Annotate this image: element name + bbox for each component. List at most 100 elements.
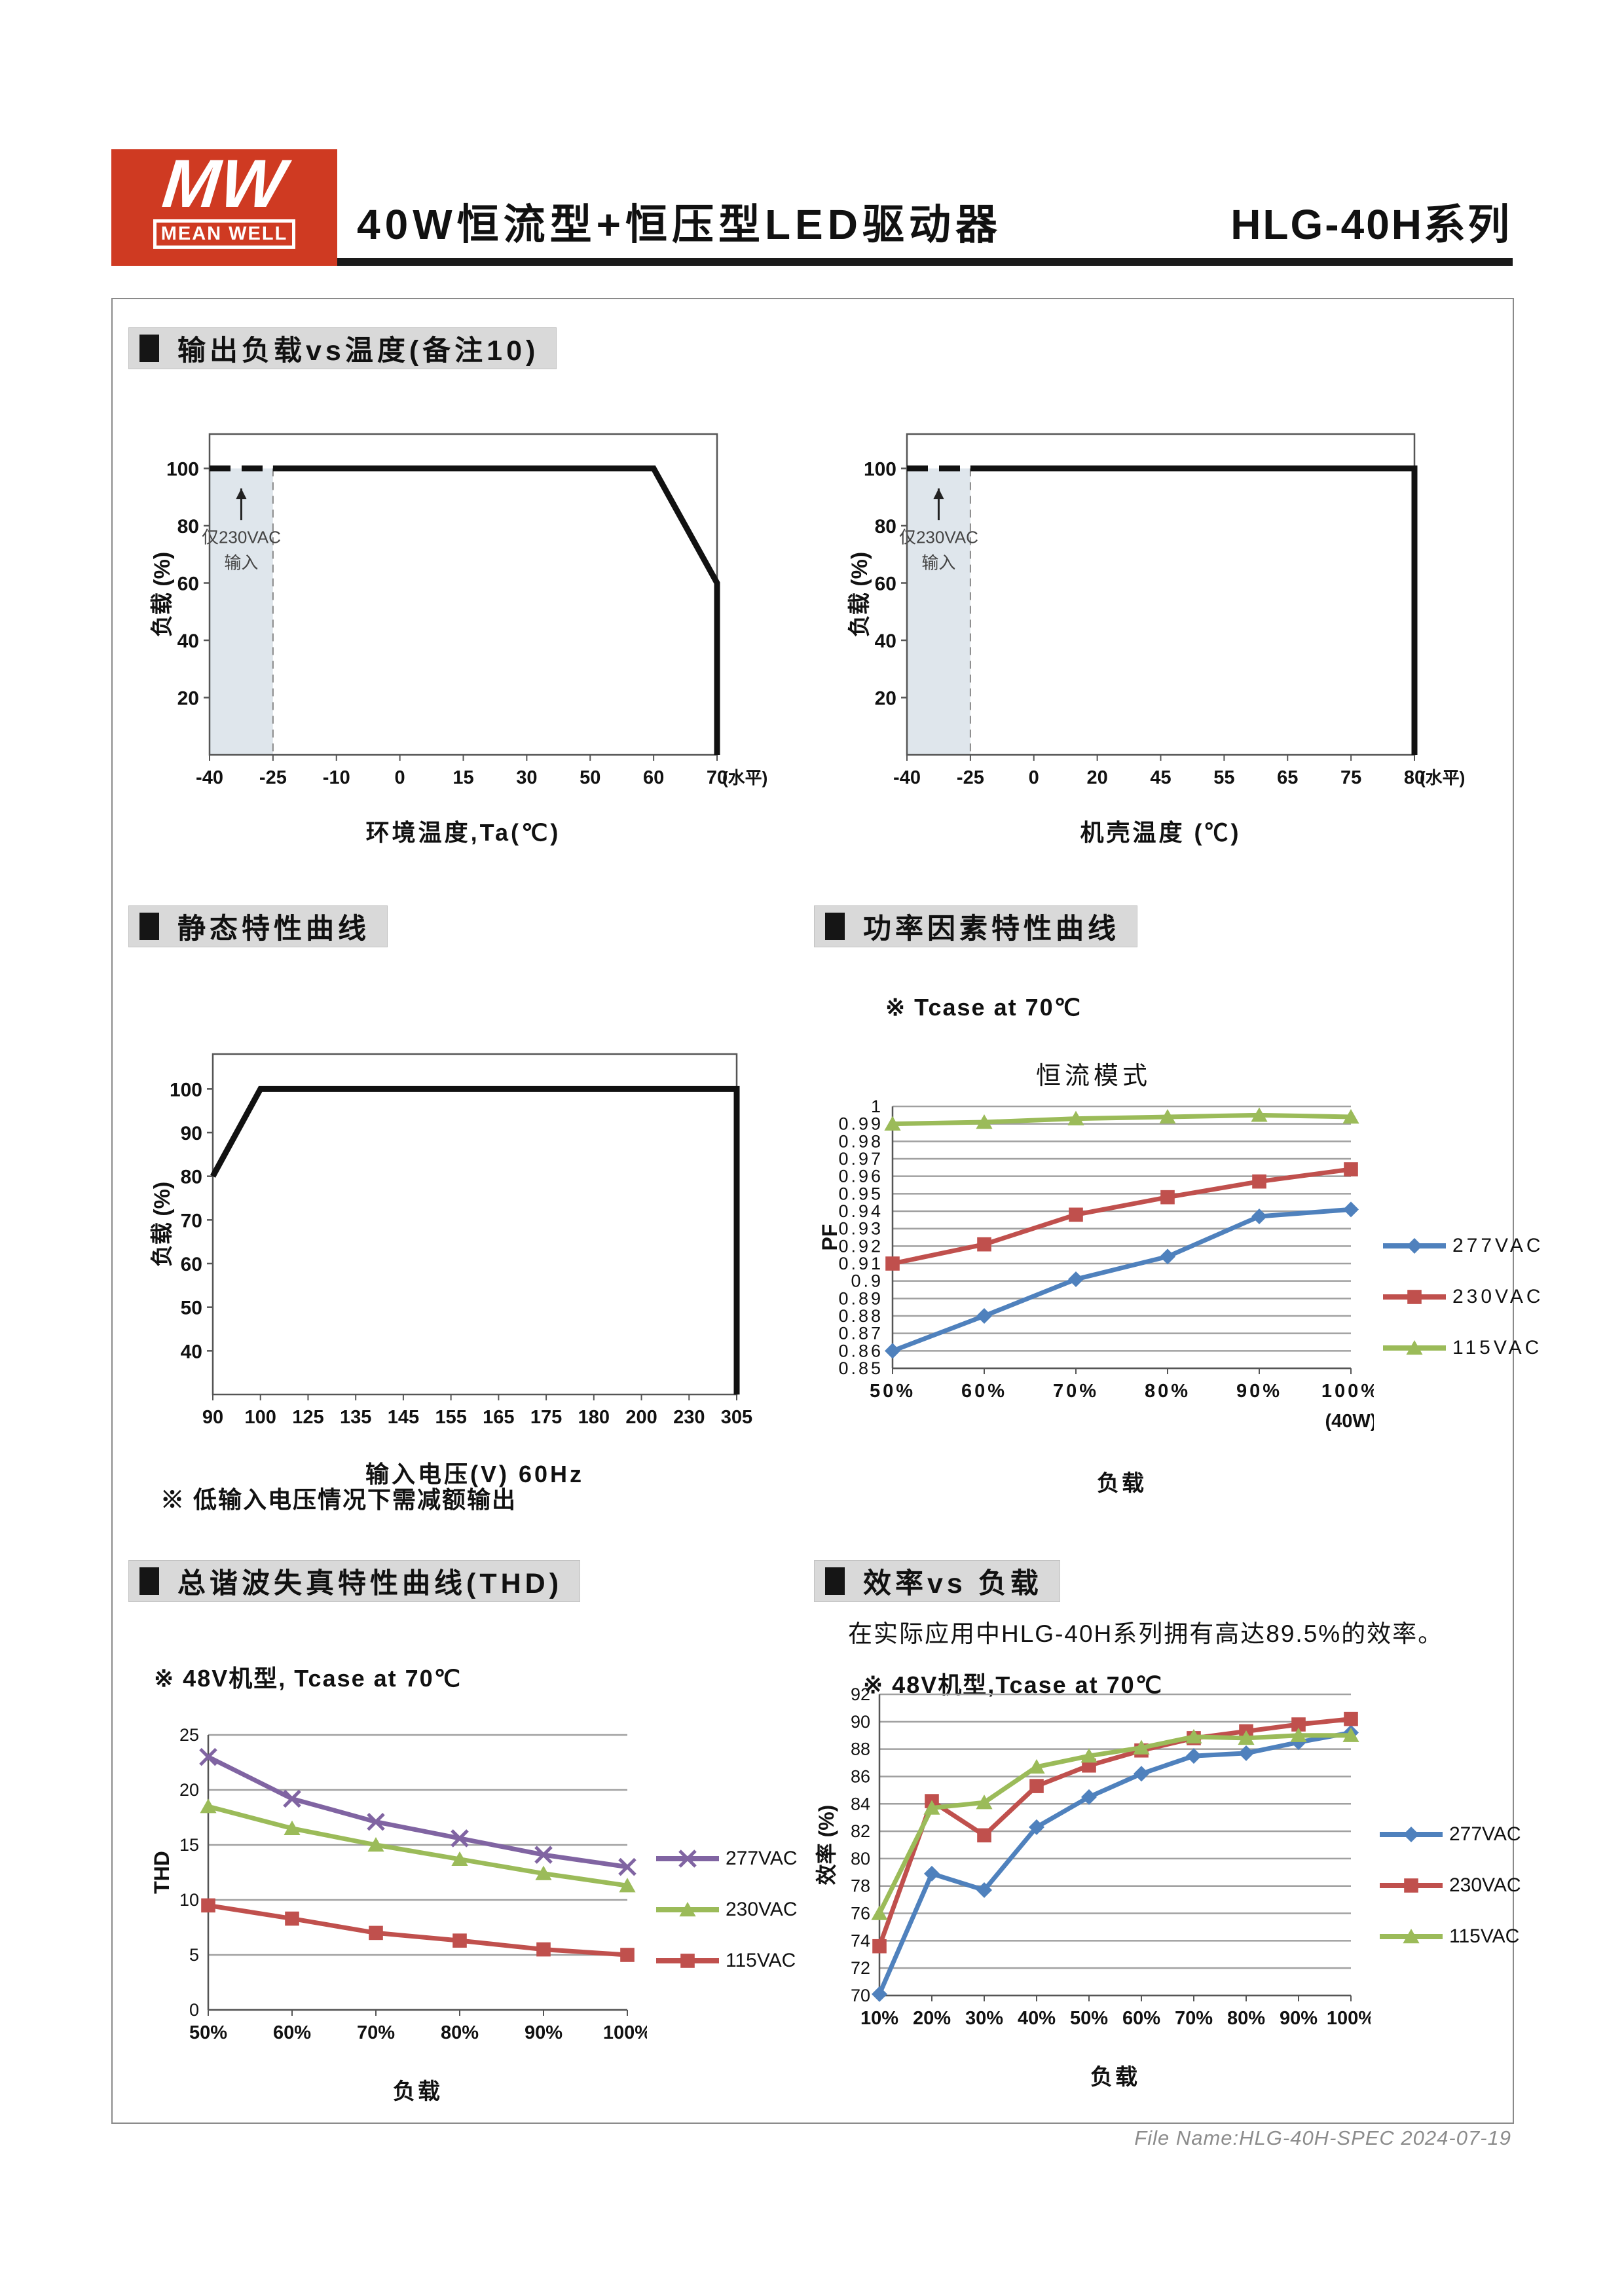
chart-thd-legend: 277VAC 230VAC 115VAC xyxy=(655,1848,798,1972)
svg-text:环境温度,Ta(℃): 环境温度,Ta(℃) xyxy=(366,819,561,846)
section-static-title: 静态特性曲线 xyxy=(177,913,370,945)
section-pf-title: 功率因素特性曲线 xyxy=(863,913,1120,945)
legend-item-230vac: 230VAC xyxy=(1378,1874,1521,1897)
series-115vac xyxy=(206,1903,630,1958)
legend-diamond-icon xyxy=(1383,1237,1446,1254)
section-thd-title: 总谐波失真特性曲线(THD) xyxy=(177,1568,563,1599)
svg-text:仅230VAC: 仅230VAC xyxy=(202,527,281,547)
svg-text:80: 80 xyxy=(851,1849,870,1868)
svg-text:0.98: 0.98 xyxy=(838,1131,883,1151)
svg-text:0: 0 xyxy=(189,2000,199,2020)
chart-eff-legend: 277VAC 230VAC 115VAC xyxy=(1378,1823,1521,1948)
svg-text:(水平): (水平) xyxy=(722,768,767,788)
svg-text:60: 60 xyxy=(177,574,199,595)
series-230vac xyxy=(890,1167,1354,1266)
svg-text:80: 80 xyxy=(875,516,896,538)
svg-text:80: 80 xyxy=(181,1167,202,1188)
svg-text:10: 10 xyxy=(179,1890,199,1910)
legend-square-icon xyxy=(1380,1878,1443,1893)
svg-text:0.92: 0.92 xyxy=(838,1236,883,1256)
derating-curve xyxy=(210,1085,740,1394)
svg-text:20: 20 xyxy=(875,688,896,710)
svg-text:0.9: 0.9 xyxy=(851,1271,883,1291)
svg-text:60: 60 xyxy=(875,574,896,595)
legend-label: 115VAC xyxy=(1452,1336,1543,1358)
pf-note: ※ Tcase at 70℃ xyxy=(885,994,1082,1021)
section-eff: 效率vs 负载 xyxy=(814,1560,1060,1602)
section-static: 静态特性曲线 xyxy=(128,905,388,947)
svg-text:90: 90 xyxy=(181,1123,202,1144)
svg-text:92: 92 xyxy=(851,1685,870,1704)
svg-text:86: 86 xyxy=(851,1766,870,1786)
legend-square-icon xyxy=(656,1954,719,1968)
svg-text:PF: PF xyxy=(818,1224,841,1251)
svg-text:145: 145 xyxy=(388,1407,419,1428)
svg-text:效率 (%): 效率 (%) xyxy=(815,1805,838,1886)
case-derating-chart: 仅230VAC 输入 20 40 60 80 100 -40 -25 0 20 45 55 65 75 80(… xyxy=(845,416,1467,854)
series-230vac xyxy=(877,1717,1354,1949)
svg-text:0.91: 0.91 xyxy=(838,1254,883,1273)
legend-label: 277VAC xyxy=(1449,1823,1521,1845)
svg-text:40%: 40% xyxy=(1018,2008,1056,2029)
svg-text:45: 45 xyxy=(1150,767,1171,788)
svg-text:0: 0 xyxy=(1029,767,1039,788)
svg-text:输入: 输入 xyxy=(224,553,258,573)
efficiency-chart: 70 72 74 76 78 80 82 84 86 88 90 92 10% 20% 30% 40% 50% 6… xyxy=(814,1676,1521,2095)
legend-label: 230VAC xyxy=(726,1899,798,1920)
svg-text:78: 78 xyxy=(851,1876,870,1896)
svg-text:50: 50 xyxy=(181,1298,202,1319)
svg-text:70%: 70% xyxy=(1053,1381,1099,1402)
content-frame xyxy=(111,298,1514,2124)
svg-text:175: 175 xyxy=(530,1407,562,1428)
svg-text:90%: 90% xyxy=(1236,1381,1282,1402)
legend-item-230vac: 230VAC xyxy=(1382,1286,1544,1308)
svg-text:60: 60 xyxy=(643,767,664,788)
legend-item-277vac: 277VAC xyxy=(1382,1235,1544,1257)
section-marker-icon xyxy=(139,1567,159,1595)
chart-thd-svg: 0 5 10 15 20 25 50% 60% 70% 80% 90% 100% THD 负载 xyxy=(150,1725,647,2104)
svg-text:-40: -40 xyxy=(196,767,223,788)
svg-text:70: 70 xyxy=(851,1986,870,2005)
legend-label: 230VAC xyxy=(1452,1285,1544,1307)
svg-text:180: 180 xyxy=(578,1407,610,1428)
legend-item-277vac: 277VAC xyxy=(1378,1823,1521,1846)
svg-text:100%: 100% xyxy=(1321,1381,1374,1402)
arrow-up-icon xyxy=(933,488,944,500)
svg-text:负载 (%): 负载 (%) xyxy=(150,552,175,637)
svg-text:30: 30 xyxy=(516,767,537,788)
svg-text:305: 305 xyxy=(721,1407,752,1428)
page-title: 40W恒流型+恒压型LED驱动器 xyxy=(357,201,1002,248)
svg-text:100%: 100% xyxy=(603,2022,647,2043)
svg-text:50%: 50% xyxy=(1070,2008,1108,2029)
svg-text:负载: 负载 xyxy=(1097,1471,1147,1496)
svg-text:100%: 100% xyxy=(1327,2008,1371,2029)
derating-curve xyxy=(272,465,720,755)
legend-item-115vac: 115VAC xyxy=(1378,1925,1521,1948)
svg-text:84: 84 xyxy=(851,1794,870,1813)
arrow-up-icon xyxy=(236,488,247,500)
svg-text:100: 100 xyxy=(166,459,199,481)
svg-text:50%: 50% xyxy=(870,1381,915,1402)
ambient-derating-chart: 仅230VAC 输入 20 40 60 80 100 -40 -25 -10 0 15 30 50 60 70… xyxy=(147,416,769,854)
svg-text:-25: -25 xyxy=(957,767,984,788)
svg-text:20: 20 xyxy=(1086,767,1107,788)
svg-text:负载: 负载 xyxy=(1090,2065,1140,2090)
legend-triangle-icon xyxy=(1383,1339,1446,1355)
svg-text:155: 155 xyxy=(435,1407,466,1428)
svg-text:70: 70 xyxy=(707,767,728,788)
svg-text:0.87: 0.87 xyxy=(838,1324,883,1343)
svg-text:-10: -10 xyxy=(323,767,350,788)
svg-text:70%: 70% xyxy=(1175,2008,1213,2029)
svg-text:0.86: 0.86 xyxy=(838,1341,883,1360)
eff-description: 在实际应用中HLG-40H系列拥有高达89.5%的效率。 xyxy=(848,1620,1444,1647)
svg-text:70: 70 xyxy=(181,1210,202,1231)
section-thd: 总谐波失真特性曲线(THD) xyxy=(128,1560,581,1602)
legend-diamond-icon xyxy=(1380,1827,1443,1842)
svg-text:负载 (%): 负载 (%) xyxy=(150,1182,175,1267)
legend-label: 115VAC xyxy=(726,1950,796,1971)
svg-text:10%: 10% xyxy=(860,2008,898,2029)
legend-square-icon xyxy=(1383,1289,1446,1304)
svg-text:50: 50 xyxy=(580,767,600,788)
svg-text:88: 88 xyxy=(851,1740,870,1759)
